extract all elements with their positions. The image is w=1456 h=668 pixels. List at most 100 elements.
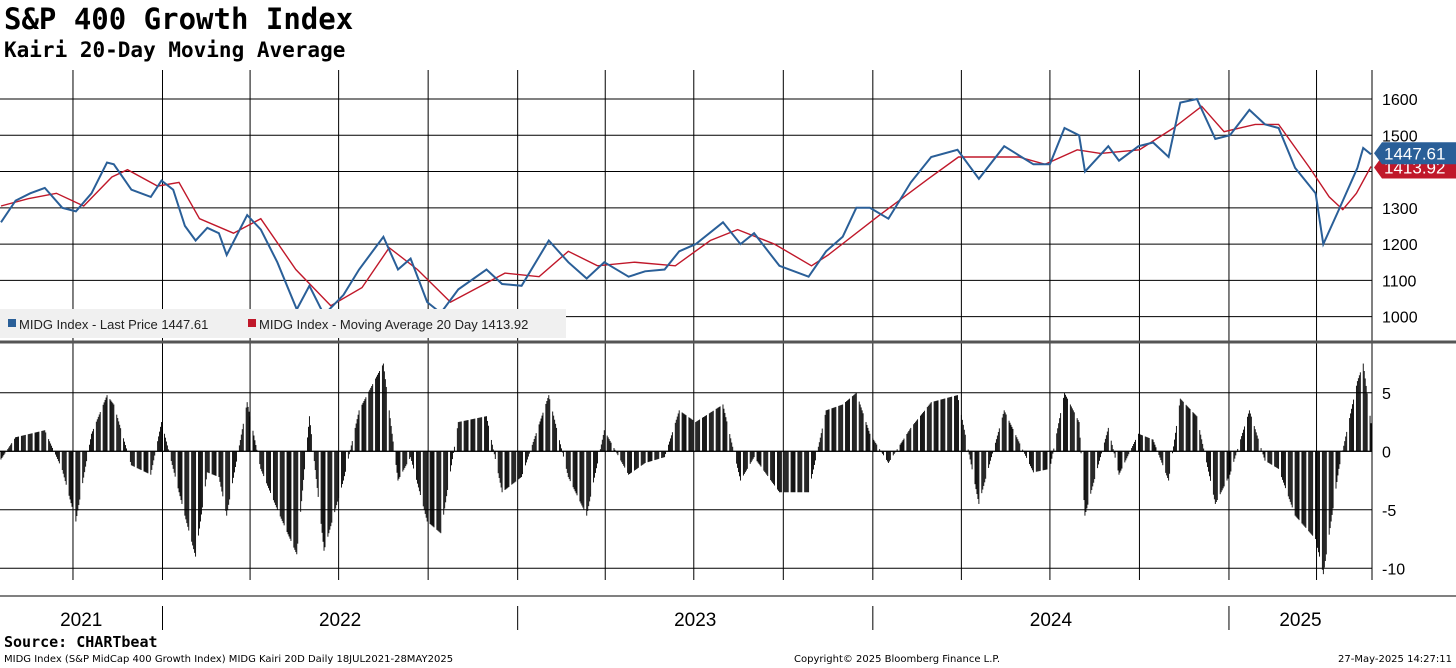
kairi-bar xyxy=(474,418,476,452)
kairi-bar xyxy=(757,451,759,463)
kairi-bar xyxy=(971,451,973,470)
kairi-bar xyxy=(705,415,706,452)
kairi-bar xyxy=(337,451,339,502)
kairi-bar xyxy=(696,421,698,452)
kairi-bar xyxy=(566,451,568,473)
kairi-bar xyxy=(617,451,619,456)
kairi-bar xyxy=(941,399,943,452)
kairi-bar xyxy=(1008,420,1010,452)
kairi-bar xyxy=(668,444,669,452)
kairi-bar xyxy=(1070,406,1072,452)
kairi-bar xyxy=(920,415,921,452)
last-price-line xyxy=(0,97,1372,317)
kairi-bar xyxy=(723,408,725,452)
kairi-bar xyxy=(1322,451,1324,575)
kairi-bar xyxy=(635,451,637,470)
kairi-bar xyxy=(745,451,747,471)
kairi-bar xyxy=(363,400,365,452)
kairi-bar xyxy=(1078,422,1080,452)
kairi-bar xyxy=(929,403,931,452)
kairi-bar xyxy=(160,426,162,452)
kairi-bar xyxy=(1283,451,1284,483)
kairi-bar xyxy=(1304,451,1306,527)
kairi-bar xyxy=(344,451,345,477)
kairi-bar xyxy=(286,451,288,533)
kairi-bar xyxy=(703,417,704,452)
kairi-bar xyxy=(97,416,99,452)
kairi-bar xyxy=(1254,429,1256,452)
kairi-bar xyxy=(1201,439,1203,452)
kairi-bar xyxy=(234,451,235,473)
kairi-bar xyxy=(412,451,414,465)
kairi-bar xyxy=(970,451,972,465)
kairi-bar xyxy=(862,413,864,452)
kairi-bar xyxy=(984,451,986,483)
kairi-bar xyxy=(1060,413,1062,452)
kairi-bar xyxy=(180,451,182,501)
kairi-bar xyxy=(1117,451,1119,471)
kairi-bar xyxy=(1059,418,1061,452)
kairi-bar xyxy=(900,443,902,452)
kairi-bar xyxy=(41,430,43,452)
kairi-bar xyxy=(263,451,265,477)
kairi-bar xyxy=(633,451,635,471)
kairi-bar xyxy=(636,451,638,469)
kairi-bar xyxy=(493,451,495,455)
kairi-bar xyxy=(677,413,679,452)
kairi-bar xyxy=(547,398,549,452)
kairi-bar xyxy=(860,407,862,452)
kairi-bar xyxy=(1321,451,1323,570)
kairi-bar xyxy=(845,401,847,452)
kairi-bar xyxy=(485,416,487,452)
kairi-bar xyxy=(362,402,364,452)
kairi-bar xyxy=(1308,451,1310,532)
kairi-bar xyxy=(933,401,935,452)
kairi-bar xyxy=(628,451,630,475)
price-tick-label: 1600 xyxy=(1382,92,1418,109)
kairi-bar xyxy=(824,414,826,452)
kairi-bar xyxy=(1165,451,1167,473)
kairi-bar xyxy=(1215,451,1217,502)
kairi-bar xyxy=(255,445,257,452)
kairi-bar xyxy=(620,451,622,461)
kairi-bar xyxy=(68,451,70,496)
kairi-bar xyxy=(1336,451,1338,483)
kairi-bar xyxy=(43,430,45,452)
kairi-bar xyxy=(914,422,916,452)
kairi-bar xyxy=(1057,428,1059,452)
kairi-bar xyxy=(669,438,671,452)
kairi-bar xyxy=(1155,447,1157,452)
kairi-bar xyxy=(1097,451,1099,469)
kairi-bar xyxy=(163,433,165,452)
kairi-bar xyxy=(1271,451,1273,465)
kairi-bar xyxy=(1276,451,1278,468)
kairi-bar xyxy=(348,451,350,455)
kairi-bar xyxy=(1043,451,1045,471)
kairi-bar xyxy=(75,451,77,522)
kairi-bar xyxy=(614,449,616,452)
kairi-bar xyxy=(760,451,762,467)
kairi-bar xyxy=(804,451,806,493)
kairi-bar xyxy=(1139,434,1141,452)
kairi-bar xyxy=(892,451,894,456)
kairi-bar xyxy=(23,435,25,452)
kairi-bar xyxy=(38,431,40,452)
kairi-bar xyxy=(560,444,561,452)
kairi-bar xyxy=(1019,443,1021,452)
kairi-bar xyxy=(875,442,877,452)
kairi-bar xyxy=(944,398,946,452)
kairi-bar xyxy=(518,451,520,480)
kairi-bar xyxy=(1167,451,1169,478)
kairi-bar xyxy=(671,432,673,452)
kairi-bar xyxy=(347,451,349,459)
kairi-bar xyxy=(586,451,588,516)
kairi-bar xyxy=(1317,451,1318,548)
kairi-bar xyxy=(300,451,302,512)
kairi-bar xyxy=(480,417,482,452)
kairi-bar xyxy=(1084,451,1086,516)
kairi-bar xyxy=(555,423,557,452)
kairi-bar xyxy=(477,418,479,452)
kairi-bar xyxy=(982,451,984,490)
kairi-bar xyxy=(873,439,875,452)
kairi-bar xyxy=(1337,451,1339,476)
